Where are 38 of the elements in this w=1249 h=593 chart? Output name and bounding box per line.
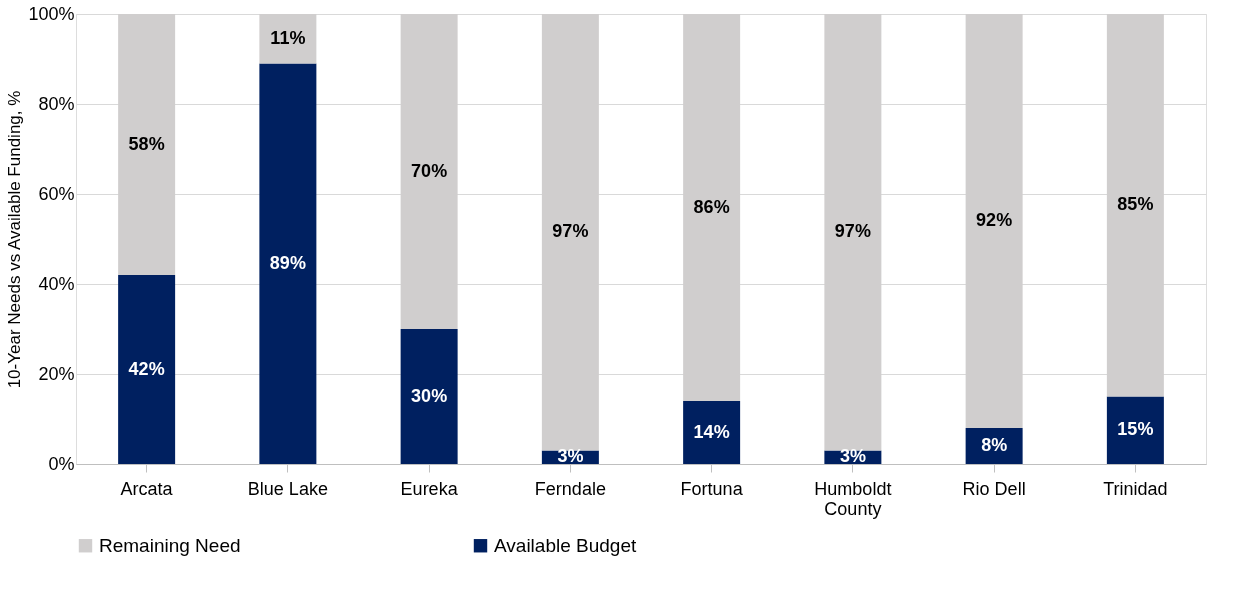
- data-label: 15%: [1117, 419, 1154, 440]
- y-tick-label: 100%: [28, 3, 75, 24]
- data-label: 97%: [834, 221, 871, 242]
- x-tick-label: Blue Lake: [247, 478, 328, 499]
- y-tick-label: 0%: [48, 453, 75, 474]
- data-label: 42%: [128, 358, 165, 379]
- x-tick-label: Fortuna: [680, 478, 744, 499]
- data-label: 14%: [693, 421, 730, 442]
- bar: [1106, 396, 1164, 464]
- x-tick-label: Eureka: [400, 478, 459, 499]
- data-label: 3%: [839, 446, 866, 467]
- data-label: 92%: [976, 210, 1013, 230]
- y-tick-label: 20%: [38, 363, 75, 384]
- x-tick-label: Humboldt County: [814, 478, 892, 519]
- y-tick-label: 80%: [38, 93, 75, 114]
- bar: [683, 401, 741, 464]
- x-tick-label: Arcata: [120, 478, 174, 499]
- data-label: 11%: [270, 27, 306, 48]
- data-label: 3%: [557, 446, 584, 467]
- data-label: 89%: [269, 252, 306, 273]
- x-tick-label: Trinidad: [1103, 478, 1168, 499]
- x-tick-label: Rio Dell: [962, 478, 1026, 499]
- data-label: 70%: [411, 160, 448, 181]
- data-label: 30%: [411, 385, 448, 406]
- legend-label: Available Budget: [494, 534, 637, 556]
- bar: [118, 275, 176, 464]
- bar: [400, 329, 458, 464]
- x-tick-label: Ferndale: [534, 478, 606, 499]
- data-label: 86%: [693, 196, 730, 217]
- data-label: 58%: [128, 133, 165, 154]
- data-label: 85%: [1117, 194, 1154, 215]
- bar: [259, 63, 317, 464]
- data-label: 8%: [981, 435, 1008, 455]
- y-tick-label: 40%: [38, 273, 75, 294]
- y-tick-label: 60%: [38, 183, 75, 204]
- data-label: 97%: [552, 221, 589, 242]
- legend-label: Remaining Need: [99, 534, 241, 556]
- y-axis-title: 10-Year Needs vs Available Funding, %: [5, 90, 25, 389]
